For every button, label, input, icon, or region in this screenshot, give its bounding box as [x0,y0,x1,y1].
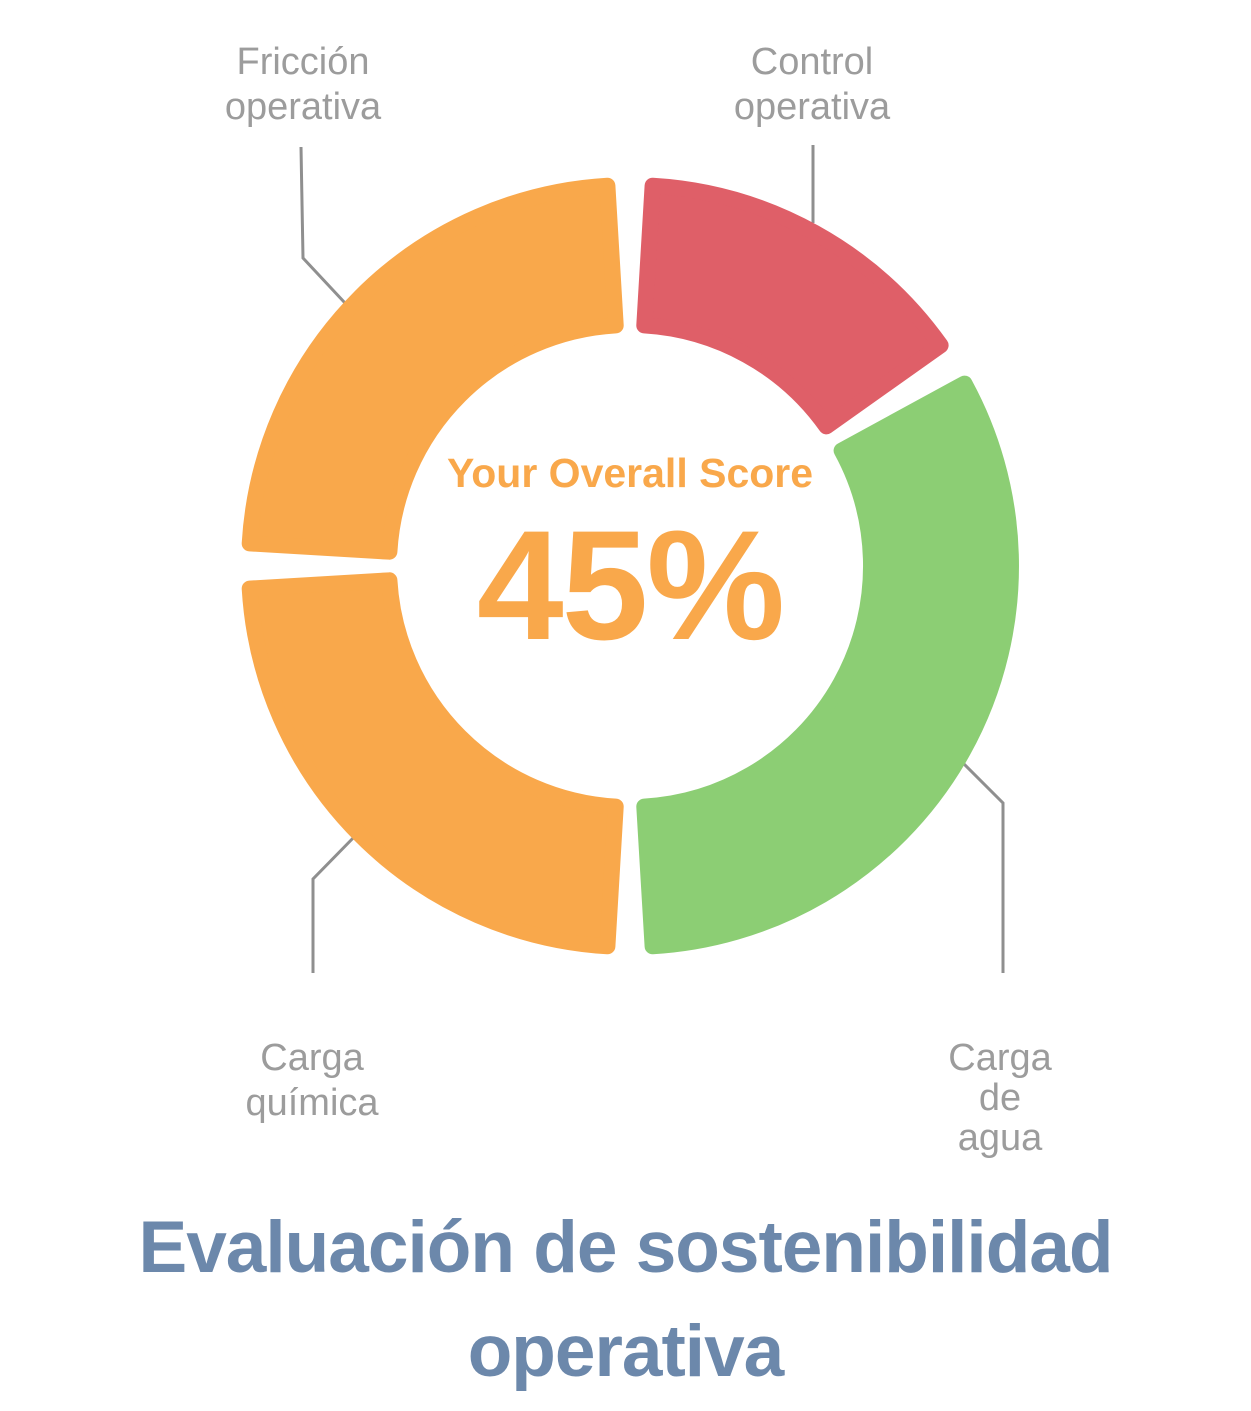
label-line: Carga [948,1037,1052,1079]
label-line: Control [750,41,874,83]
chart-title: Evaluación de sostenibilidad operativa [0,1196,1251,1404]
leader-line-friccion-operativa [299,146,347,305]
chart-title-line-2: operativa [467,1311,785,1392]
label-line: de [978,1077,1022,1119]
leader-lines [299,145,1005,973]
donut-segment-fricci-n-operativa[interactable] [241,177,624,560]
label-carga-quimica: Carga química [142,1036,482,1126]
donut-chart [241,177,1019,955]
label-friccion-operativa: Fricción operativa [133,40,473,130]
leader-line-carga-quimica [311,831,360,973]
label-carga-de-agua: Carga de agua [830,1038,1170,1158]
label-control-operativa: Control operativa [642,40,982,130]
chart-title-line-1: Evaluación de sostenibilidad [138,1207,1114,1288]
donut-segment-carga-de-agua[interactable] [636,375,1019,955]
center-score-label: Your Overall Score [446,450,814,496]
label-line: Fricción [236,41,370,83]
donut-segment-carga-qu-mica[interactable] [241,572,624,955]
center-score-value: 45% [476,499,785,673]
label-line: agua [957,1117,1043,1159]
label-line: operativa [224,86,382,128]
donut-segment-control-operativa[interactable] [636,177,949,435]
label-line: Carga [260,1037,364,1079]
leader-line-carga-de-agua [956,756,1005,973]
label-line: operativa [733,86,891,128]
label-line: química [245,1082,379,1124]
